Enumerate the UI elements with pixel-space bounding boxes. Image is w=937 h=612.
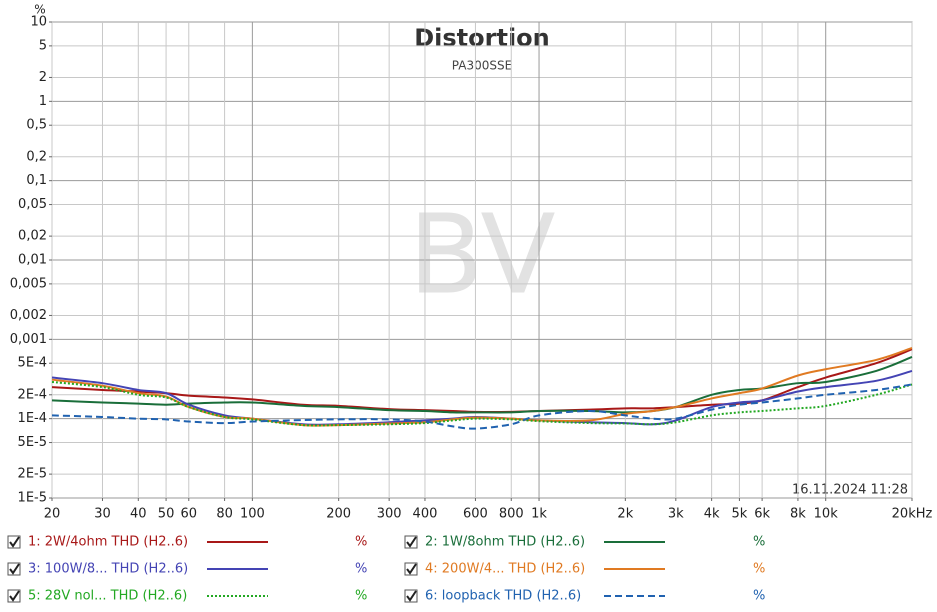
- x-tick-label: 5k: [732, 507, 748, 522]
- y-tick-label: 0,002: [10, 308, 47, 323]
- legend-entry: 2: 1W/8ohm THD (H2..6)%: [404, 535, 765, 550]
- x-tick-label: 2k: [617, 507, 633, 522]
- timestamp-bg: [796, 483, 910, 497]
- y-tick-label: 1E-5: [18, 491, 47, 506]
- y-tick-label: 10: [30, 15, 47, 30]
- legend-unit: %: [753, 535, 765, 550]
- checkmark: [406, 563, 417, 575]
- checkmark: [406, 590, 417, 602]
- y-tick-label: 2: [39, 70, 47, 85]
- x-tick-label: 50: [158, 507, 175, 522]
- x-tick-label: 20: [44, 507, 61, 522]
- legend-entry: 4: 200W/4... THD (H2..6)%: [404, 562, 765, 577]
- legend-label: 5: 28V nol... THD (H2..6): [28, 589, 187, 604]
- legend-entry: 5: 28V nol... THD (H2..6)%: [7, 589, 367, 604]
- y-tick-label: 0,5: [26, 118, 47, 133]
- checkmark: [9, 563, 20, 575]
- legend-label: 1: 2W/4ohm THD (H2..6): [28, 535, 188, 550]
- timestamp: 16.11.2024 11:28: [792, 483, 908, 498]
- legend-unit: %: [355, 535, 367, 550]
- x-tick-label: 800: [499, 507, 524, 522]
- x-tick-label: 60: [181, 507, 198, 522]
- y-tick-label: 0,2: [26, 149, 47, 164]
- y-tick-label: 0,02: [18, 229, 47, 244]
- legend-entry: 1: 2W/4ohm THD (H2..6)%: [7, 535, 367, 550]
- legend-unit: %: [753, 562, 765, 577]
- y-tick-label: 0,1: [26, 173, 47, 188]
- y-tick-label: 0,005: [10, 276, 47, 291]
- series-line: [51, 383, 913, 430]
- legend-entry: 3: 100W/8... THD (H2..6)%: [7, 562, 367, 577]
- y-tick-label: 1E-4: [18, 411, 47, 426]
- x-tick-label: 3k: [668, 507, 684, 522]
- x-tick-label: 600: [463, 507, 488, 522]
- y-tick-label: 2E-5: [18, 467, 47, 482]
- legend-unit: %: [355, 562, 367, 577]
- x-tick-label: 4k: [704, 507, 720, 522]
- x-tick-label: 100: [240, 507, 265, 522]
- x-tick-label: 30: [94, 507, 111, 522]
- y-tick-label: 0,05: [18, 197, 47, 212]
- grid: [51, 21, 913, 499]
- y-axis-label: %: [34, 3, 45, 17]
- legend-label: 3: 100W/8... THD (H2..6): [28, 562, 188, 577]
- checkmark: [9, 590, 20, 602]
- legend-unit: %: [753, 589, 765, 604]
- x-tick-label: 300: [377, 507, 402, 522]
- x-tick-label: 80: [216, 507, 233, 522]
- y-tick-label: 5: [39, 38, 47, 53]
- y-tick-label: 0,001: [10, 332, 47, 347]
- x-tick-label: 1k: [531, 507, 547, 522]
- legend-label: 6: loopback THD (H2..6): [425, 589, 581, 604]
- y-tick-label: 0,01: [18, 253, 47, 268]
- legend-entry: 6: loopback THD (H2..6)%: [404, 589, 765, 604]
- x-tick-label: 6k: [754, 507, 770, 522]
- y-tick-label: 5E-5: [18, 435, 47, 450]
- legend-unit: %: [355, 589, 367, 604]
- x-tick-label: 20kHz: [892, 507, 933, 522]
- y-tick-label: 5E-4: [18, 356, 47, 371]
- x-tick-label: 8k: [790, 507, 806, 522]
- x-tick-label: 200: [326, 507, 351, 522]
- legend-label: 4: 200W/4... THD (H2..6): [425, 562, 585, 577]
- checkmark: [406, 536, 417, 548]
- x-tick-label: 400: [413, 507, 438, 522]
- legend-label: 2: 1W/8ohm THD (H2..6): [425, 535, 585, 550]
- watermark: BV: [408, 190, 555, 318]
- x-tick-label: 40: [130, 507, 147, 522]
- y-tick-label: 2E-4: [18, 387, 47, 402]
- x-tick-label: 10k: [814, 507, 839, 522]
- chart-subtitle: PA300SSE: [452, 59, 512, 73]
- checkmark: [9, 536, 20, 548]
- series-line: [51, 346, 913, 427]
- y-tick-label: 1: [39, 94, 47, 109]
- chart-title: Distortion: [414, 24, 550, 52]
